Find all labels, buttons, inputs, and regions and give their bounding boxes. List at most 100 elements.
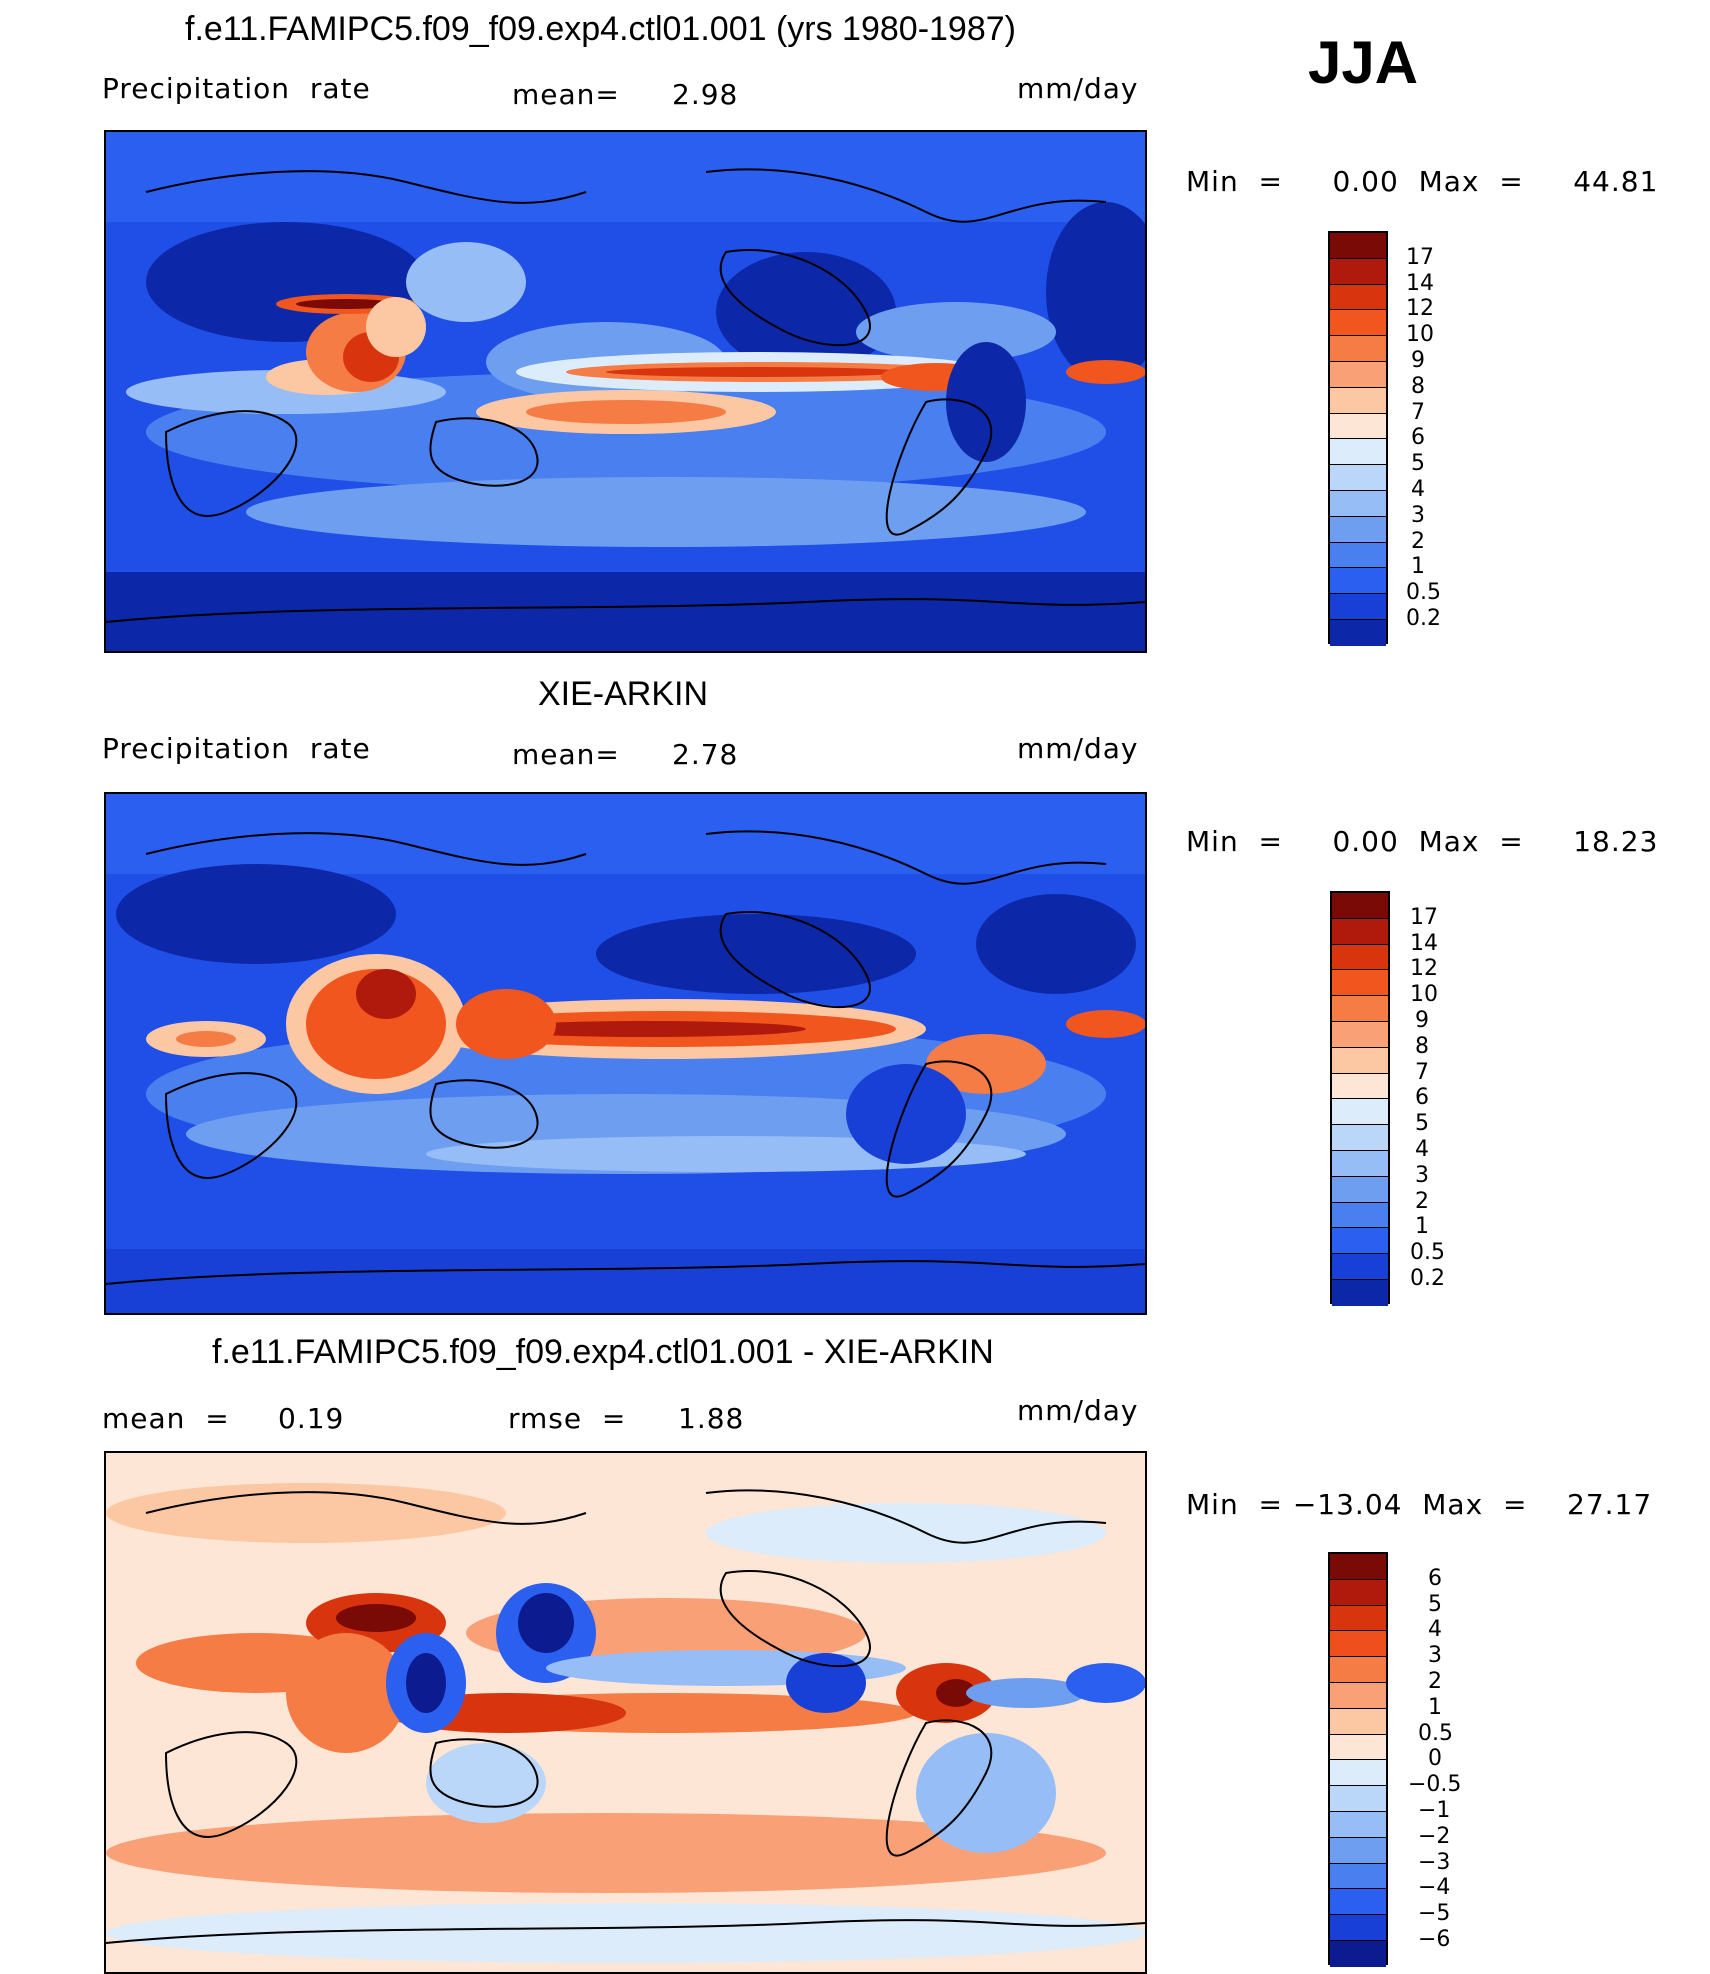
colorbar-segment bbox=[1330, 465, 1386, 491]
colorbar-segment bbox=[1330, 1889, 1386, 1916]
panel3-min-max: Min = −13.04 Max = 27.17 bbox=[1186, 1488, 1653, 1521]
panel3-map bbox=[104, 1451, 1147, 1974]
colorbar-tick-label: 9 bbox=[1415, 1008, 1429, 1033]
colorbar-segment bbox=[1332, 1176, 1388, 1203]
panel3-colorbar bbox=[1328, 1552, 1388, 1967]
colorbar-tick-label: 12 bbox=[1406, 296, 1434, 321]
colorbar-tick-label: 12 bbox=[1410, 956, 1438, 981]
colorbar-tick-label: −2 bbox=[1418, 1824, 1451, 1849]
colorbar-segment bbox=[1332, 996, 1388, 1022]
colorbar-segment bbox=[1330, 1657, 1386, 1683]
colorbar-segment bbox=[1330, 516, 1386, 543]
colorbar-segment bbox=[1332, 1073, 1388, 1100]
panel2-units: mm/day bbox=[1017, 732, 1139, 765]
colorbar-segment bbox=[1330, 439, 1386, 466]
panel1-colorbar bbox=[1328, 231, 1388, 646]
panel1-mean-label: mean= bbox=[512, 78, 620, 111]
colorbar-segment bbox=[1330, 284, 1386, 311]
colorbar-tick-label: 5 bbox=[1415, 1111, 1429, 1136]
panel3-title: f.e11.FAMIPC5.f09_f09.exp4.ctl01.001 - X… bbox=[212, 1333, 994, 1371]
colorbar-segment bbox=[1332, 1099, 1388, 1126]
colorbar-segment bbox=[1330, 1605, 1386, 1632]
colorbar-tick-label: 1 bbox=[1415, 1214, 1429, 1239]
colorbar-tick-label: −3 bbox=[1418, 1850, 1451, 1875]
colorbar-segment bbox=[1330, 1915, 1386, 1941]
colorbar-tick-label: 4 bbox=[1428, 1617, 1442, 1642]
colorbar-tick-label: 2 bbox=[1411, 529, 1425, 554]
colorbar-segment bbox=[1330, 233, 1386, 259]
panel3-rmse-label: rmse = bbox=[508, 1402, 627, 1435]
panel1-units: mm/day bbox=[1017, 72, 1139, 105]
panel2-mean-label: mean= bbox=[512, 738, 620, 771]
colorbar-tick-label: 7 bbox=[1411, 400, 1425, 425]
panel1-min-max: Min = 0.00 Max = 44.81 bbox=[1186, 165, 1659, 198]
colorbar-segment bbox=[1330, 1837, 1386, 1864]
colorbar-segment bbox=[1332, 1254, 1388, 1280]
colorbar-tick-label: 0.5 bbox=[1410, 1240, 1445, 1265]
panel3-mean-label: mean = bbox=[102, 1402, 230, 1435]
panel1-mean-value: 2.98 bbox=[672, 78, 739, 111]
colorbar-tick-label: 17 bbox=[1406, 245, 1434, 270]
colorbar-tick-label: 7 bbox=[1415, 1060, 1429, 1085]
colorbar-segment bbox=[1330, 542, 1386, 569]
colorbar-tick-label: 0.5 bbox=[1406, 580, 1441, 605]
colorbar-segment bbox=[1330, 1682, 1386, 1709]
panel2-map bbox=[104, 792, 1147, 1315]
colorbar-tick-label: 5 bbox=[1411, 451, 1425, 476]
colorbar-segment bbox=[1330, 1734, 1386, 1761]
colorbar-segment bbox=[1330, 1631, 1386, 1658]
colorbar-tick-label: 9 bbox=[1411, 348, 1425, 373]
colorbar-tick-label: −1 bbox=[1418, 1798, 1451, 1823]
panel2-variable-label: Precipitation rate bbox=[102, 732, 371, 765]
colorbar-tick-label: 0.5 bbox=[1418, 1721, 1453, 1746]
panel1-variable-label: Precipitation rate bbox=[102, 72, 371, 105]
colorbar-segment bbox=[1330, 413, 1386, 440]
colorbar-segment bbox=[1330, 594, 1386, 620]
panel3-rmse-value: 1.88 bbox=[678, 1402, 745, 1435]
colorbar-tick-label: 2 bbox=[1428, 1669, 1442, 1694]
colorbar-segment bbox=[1330, 387, 1386, 414]
colorbar-segment bbox=[1330, 1863, 1386, 1890]
colorbar-segment bbox=[1330, 1554, 1386, 1580]
colorbar-segment bbox=[1330, 568, 1386, 595]
colorbar-tick-label: 4 bbox=[1411, 477, 1425, 502]
colorbar-segment bbox=[1330, 1760, 1386, 1787]
colorbar-segment bbox=[1332, 1150, 1388, 1177]
colorbar-tick-label: −6 bbox=[1418, 1927, 1451, 1952]
colorbar-segment bbox=[1330, 258, 1386, 285]
colorbar-tick-label: 4 bbox=[1415, 1137, 1429, 1162]
colorbar-tick-label: 6 bbox=[1428, 1566, 1442, 1591]
colorbar-segment bbox=[1332, 1202, 1388, 1229]
colorbar-segment bbox=[1330, 490, 1386, 517]
panel3-units: mm/day bbox=[1017, 1394, 1139, 1427]
season-label: JJA bbox=[1308, 29, 1419, 96]
colorbar-tick-label: 3 bbox=[1428, 1643, 1442, 1668]
colorbar-segment bbox=[1332, 893, 1388, 919]
panel2-mean-value: 2.78 bbox=[672, 738, 739, 771]
panel1-title: f.e11.FAMIPC5.f09_f09.exp4.ctl01.001 (yr… bbox=[185, 10, 1016, 48]
colorbar-segment bbox=[1330, 361, 1386, 388]
panel2-title: XIE-ARKIN bbox=[538, 675, 709, 713]
colorbar-tick-label: 0.2 bbox=[1410, 1266, 1445, 1291]
colorbar-segment bbox=[1330, 1708, 1386, 1735]
colorbar-tick-label: 3 bbox=[1415, 1163, 1429, 1188]
panel2-colorbar bbox=[1330, 891, 1390, 1306]
colorbar-segment bbox=[1332, 1047, 1388, 1074]
colorbar-tick-label: 0.2 bbox=[1406, 606, 1441, 631]
colorbar-segment bbox=[1332, 970, 1388, 997]
colorbar-tick-label: 5 bbox=[1428, 1592, 1442, 1617]
colorbar-segment bbox=[1330, 336, 1386, 362]
colorbar-tick-label: −0.5 bbox=[1408, 1772, 1462, 1797]
colorbar-segment bbox=[1330, 1811, 1386, 1838]
colorbar-tick-label: 14 bbox=[1410, 931, 1438, 956]
panel2-min-max: Min = 0.00 Max = 18.23 bbox=[1186, 825, 1659, 858]
colorbar-tick-label: 1 bbox=[1428, 1695, 1442, 1720]
colorbar-segment bbox=[1332, 944, 1388, 971]
colorbar-segment bbox=[1332, 1021, 1388, 1048]
colorbar-tick-label: 6 bbox=[1411, 425, 1425, 450]
colorbar-tick-label: −4 bbox=[1418, 1875, 1451, 1900]
colorbar-tick-label: 2 bbox=[1415, 1189, 1429, 1214]
colorbar-tick-label: −5 bbox=[1418, 1901, 1451, 1926]
colorbar-segment bbox=[1332, 1125, 1388, 1151]
colorbar-tick-label: 8 bbox=[1415, 1034, 1429, 1059]
